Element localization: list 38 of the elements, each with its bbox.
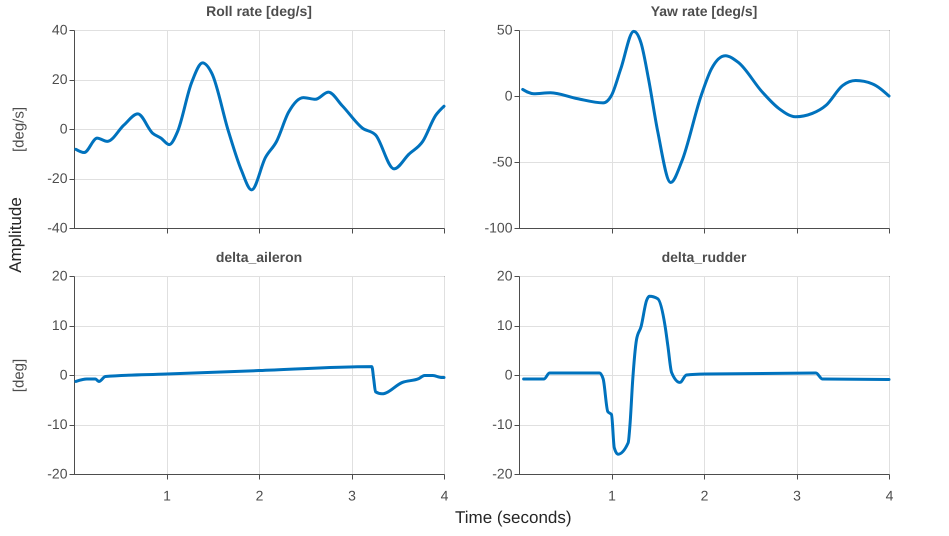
y-tick-label: -10 — [492, 416, 513, 432]
y-tick-label: -50 — [492, 154, 513, 170]
y-tick-label: -40 — [47, 220, 68, 236]
y-tick-label: 20 — [52, 268, 68, 284]
y-tick-label: 0 — [60, 366, 68, 382]
x-tick-label: 1 — [608, 488, 616, 504]
line-series — [522, 294, 890, 456]
y-tick-label: 20 — [52, 71, 68, 87]
y-tick-label: 0 — [60, 120, 68, 136]
y-tick-label: -100 — [484, 220, 513, 236]
y-axis-title: [deg/s] — [10, 106, 28, 152]
x-tick-label: 4 — [440, 488, 449, 504]
x-tick-label: 3 — [348, 488, 356, 504]
x-tick-label: 2 — [700, 488, 709, 504]
y-tick-label: 0 — [504, 88, 513, 104]
y-tick-label: -10 — [47, 416, 68, 432]
chart-title: delta_aileron — [216, 249, 302, 265]
x-tick-label: 2 — [256, 488, 264, 504]
text: Time (seconds) — [455, 508, 572, 528]
x-tick-label: 4 — [886, 488, 894, 504]
y-tick-label: 40 — [52, 22, 68, 38]
y-tick-label: 10 — [52, 317, 68, 333]
line-series — [74, 365, 446, 396]
x-tick-label: 1 — [163, 488, 172, 504]
y-tick-label: -20 — [492, 466, 513, 482]
chart-title: delta_rudder — [662, 249, 747, 265]
chart-title: Roll rate [deg/s] — [206, 3, 312, 19]
x-tick-label: 3 — [793, 488, 802, 504]
y-tick-label: 10 — [496, 317, 513, 333]
text: Amplitude — [6, 197, 26, 273]
y-tick-label: -20 — [47, 170, 68, 186]
chart-title: Yaw rate [deg/s] — [650, 3, 758, 19]
y-axis-title: [deg] — [10, 358, 28, 392]
y-tick-label: -20 — [47, 466, 68, 482]
y-tick-label: 20 — [496, 268, 513, 284]
y-tick-label: 0 — [504, 366, 513, 382]
y-tick-label: 50 — [496, 22, 513, 38]
line-series — [74, 61, 446, 192]
